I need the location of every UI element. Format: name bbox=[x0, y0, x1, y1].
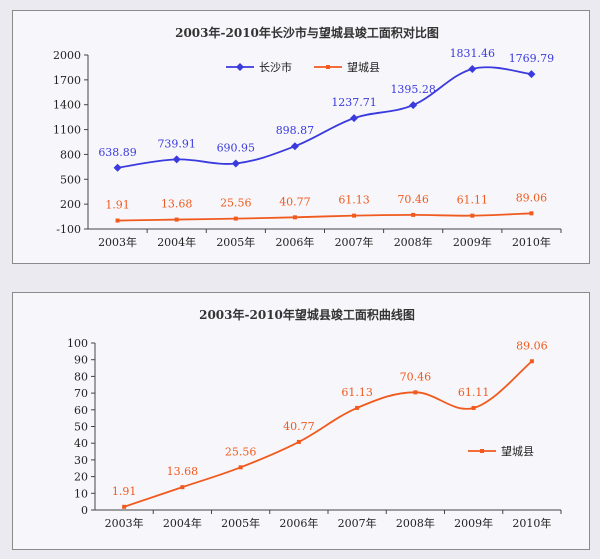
x-tick-label: 2008年 bbox=[394, 235, 433, 249]
data-point bbox=[350, 114, 359, 123]
series-line-1 bbox=[123, 360, 533, 508]
y-tick-label: 1700 bbox=[53, 74, 81, 87]
data-point bbox=[115, 218, 120, 223]
data-point bbox=[180, 485, 185, 490]
x-tick-label: 2009年 bbox=[453, 235, 492, 249]
data-label: 739.91 bbox=[157, 137, 196, 150]
legend-marker bbox=[480, 449, 484, 453]
data-point bbox=[113, 163, 122, 172]
y-tick-label: 50 bbox=[74, 421, 88, 434]
x-tick-label: 2007年 bbox=[338, 516, 377, 530]
series-line-1 bbox=[117, 66, 532, 169]
data-point bbox=[527, 70, 536, 79]
y-tick-label: -100 bbox=[56, 223, 81, 236]
x-tick-label: 2010年 bbox=[512, 235, 551, 249]
y-tick-label: 20 bbox=[74, 471, 88, 484]
x-tick-label: 2005年 bbox=[216, 235, 255, 249]
data-label: 61.11 bbox=[457, 194, 489, 207]
data-point bbox=[471, 405, 476, 410]
data-point bbox=[352, 213, 357, 218]
data-label: 89.06 bbox=[516, 339, 548, 352]
data-label: 61.13 bbox=[341, 386, 373, 399]
y-tick-label: 80 bbox=[74, 370, 88, 383]
x-tick-label: 2007年 bbox=[335, 235, 374, 249]
data-point bbox=[355, 405, 360, 410]
data-point bbox=[290, 142, 299, 151]
data-label: 61.13 bbox=[338, 194, 370, 207]
data-label: 1.91 bbox=[112, 485, 137, 498]
chart-panel-comparison: 2003年-2010年长沙市与望城县竣工面积对比图 2000 1700 1400 110… bbox=[12, 10, 590, 264]
x-tick-label: 2003年 bbox=[105, 516, 144, 530]
data-label: 25.56 bbox=[225, 445, 257, 458]
data-point bbox=[470, 213, 475, 218]
data-point bbox=[411, 212, 416, 217]
data-label: 61.11 bbox=[458, 386, 490, 399]
data-label: 40.77 bbox=[279, 195, 311, 208]
data-label: 70.46 bbox=[397, 193, 429, 206]
data-point bbox=[122, 504, 127, 509]
y-tick-label: 70 bbox=[74, 387, 88, 400]
data-label: 1.91 bbox=[105, 199, 130, 212]
x-tick-label: 2009年 bbox=[454, 516, 493, 530]
y-tick-label: 800 bbox=[60, 148, 81, 161]
x-tick-label: 2008年 bbox=[396, 516, 435, 530]
data-label: 1237.71 bbox=[331, 96, 377, 109]
data-label: 898.87 bbox=[276, 124, 315, 137]
data-point bbox=[238, 465, 243, 470]
chart-title: 2003年-2010年望城县竣工面积曲线图 bbox=[199, 307, 415, 322]
y-tick-label: 100 bbox=[67, 337, 88, 350]
data-label: 1395.28 bbox=[390, 83, 436, 96]
data-label: 1831.46 bbox=[450, 47, 496, 60]
data-point bbox=[172, 155, 181, 164]
chart-panel-wangcheng: 2003年-2010年望城县竣工面积曲线图 100 90 80 70 60 50 40 30 20… bbox=[12, 292, 590, 550]
x-tick-label: 2006年 bbox=[275, 235, 314, 249]
legend-marker bbox=[236, 63, 244, 71]
x-tick-label: 2004年 bbox=[163, 516, 202, 530]
data-label: 40.77 bbox=[283, 420, 315, 433]
data-point bbox=[468, 64, 477, 73]
chart-title: 2003年-2010年长沙市与望城县竣工面积对比图 bbox=[175, 25, 439, 40]
data-point bbox=[529, 359, 534, 364]
data-label: 89.06 bbox=[516, 191, 548, 204]
data-label: 25.56 bbox=[220, 197, 252, 210]
y-tick-label: 40 bbox=[74, 437, 88, 450]
data-label: 13.68 bbox=[161, 198, 193, 211]
data-point bbox=[292, 215, 297, 220]
legend-marker bbox=[326, 65, 330, 69]
y-tick-label: 1100 bbox=[53, 124, 81, 137]
legend-label: 长沙市 bbox=[259, 60, 292, 74]
data-label: 70.46 bbox=[400, 370, 432, 383]
data-point bbox=[529, 211, 534, 216]
y-tick-label: 200 bbox=[60, 198, 81, 211]
y-tick-label: 10 bbox=[74, 487, 88, 500]
data-point bbox=[409, 101, 418, 110]
data-point bbox=[413, 390, 418, 395]
y-tick-label: 60 bbox=[74, 404, 88, 417]
data-label: 638.89 bbox=[98, 146, 137, 159]
y-tick-label: 1400 bbox=[53, 99, 81, 112]
data-point bbox=[233, 216, 238, 221]
x-tick-label: 2003年 bbox=[98, 235, 137, 249]
data-label: 13.68 bbox=[167, 465, 199, 478]
legend-label: 望城县 bbox=[501, 445, 534, 458]
y-tick-label: 30 bbox=[74, 454, 88, 467]
data-point bbox=[296, 439, 301, 444]
wangcheng-chart: 2003年-2010年望城县竣工面积曲线图1009080706050403020… bbox=[67, 307, 562, 530]
series-line-2 bbox=[117, 212, 532, 222]
legend-label: 望城县 bbox=[347, 61, 380, 74]
x-tick-label: 2005年 bbox=[221, 516, 260, 530]
x-tick-label: 2004年 bbox=[157, 235, 196, 249]
comparison-chart: 2003年-2010年长沙市与望城县竣工面积对比图 2000 1700 1400 110… bbox=[53, 25, 562, 249]
y-tick-label: 0 bbox=[81, 504, 88, 517]
data-label: 1769.79 bbox=[509, 52, 555, 65]
data-point bbox=[174, 217, 179, 222]
y-tick-label: 500 bbox=[60, 173, 81, 186]
data-point bbox=[231, 159, 240, 168]
y-tick-label: 90 bbox=[74, 354, 88, 367]
y-tick-label: 2000 bbox=[53, 49, 81, 62]
x-tick-label: 2006年 bbox=[279, 516, 318, 530]
x-tick-label: 2010年 bbox=[512, 516, 551, 530]
data-label: 690.95 bbox=[217, 141, 256, 154]
